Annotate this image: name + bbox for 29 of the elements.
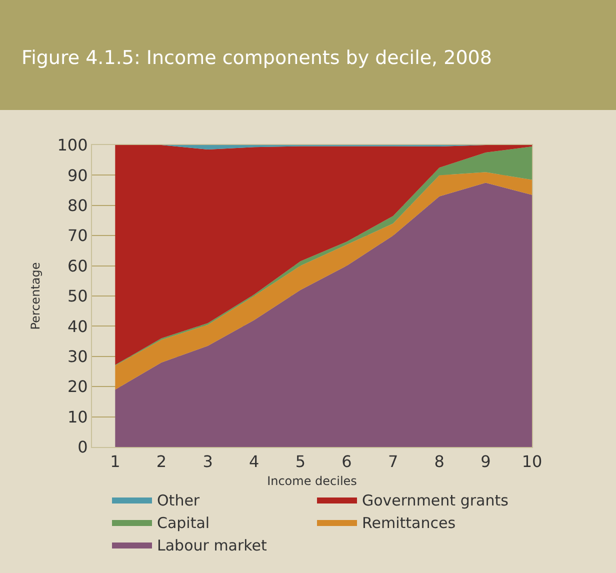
legend-label: Labour market bbox=[157, 536, 268, 554]
y-axis-title: Percentage bbox=[28, 262, 43, 330]
x-tick-label: 2 bbox=[156, 452, 167, 472]
y-tick-label: 60 bbox=[67, 256, 88, 276]
y-tick-label: 0 bbox=[78, 438, 88, 457]
x-tick-label: 7 bbox=[388, 452, 398, 472]
x-tick-label: 6 bbox=[342, 452, 352, 472]
x-tick-label: 9 bbox=[480, 452, 491, 472]
y-tick-label: 50 bbox=[67, 286, 88, 306]
x-tick-label: 8 bbox=[434, 452, 444, 472]
y-tick-label: 70 bbox=[67, 226, 88, 246]
y-tick-label: 20 bbox=[67, 377, 88, 396]
x-tick-label: 10 bbox=[522, 452, 542, 472]
chart-title: Figure 4.1.5: Income components by decile, 2008 bbox=[22, 46, 492, 69]
y-tick-label: 40 bbox=[67, 316, 88, 336]
legend-label: Other bbox=[157, 491, 200, 510]
x-axis-title: Income deciles bbox=[267, 474, 357, 488]
x-tick-label: 5 bbox=[295, 452, 306, 472]
legend-label: Government grants bbox=[362, 491, 509, 510]
x-tick-label: 3 bbox=[202, 452, 213, 472]
legend-label: Remittances bbox=[362, 514, 456, 532]
y-tick-label: 30 bbox=[67, 347, 88, 366]
y-tick-label: 10 bbox=[67, 407, 88, 426]
y-tick-label: 90 bbox=[67, 166, 88, 185]
x-tick-label: 1 bbox=[110, 452, 120, 472]
x-tick-label: 4 bbox=[249, 452, 260, 472]
legend-label: Capital bbox=[157, 514, 210, 532]
y-tick-label: 100 bbox=[57, 136, 88, 155]
y-tick-label: 80 bbox=[67, 196, 88, 215]
